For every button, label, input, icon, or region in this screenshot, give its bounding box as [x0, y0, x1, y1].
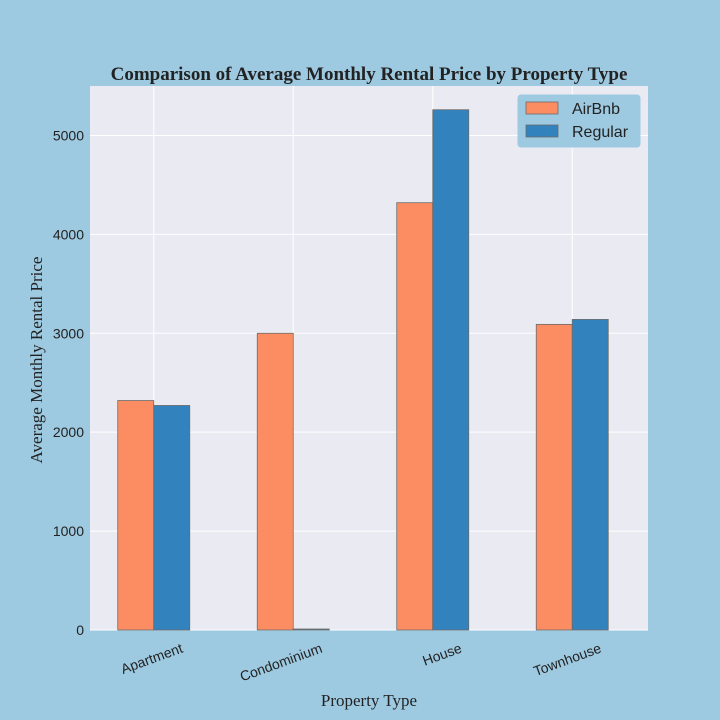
- bar-airbnb-apartment: [117, 400, 155, 631]
- y-tick-label: 3000: [53, 325, 84, 341]
- bar-regular-townhouse: [571, 319, 609, 631]
- bar-regular-condominium: [292, 628, 330, 631]
- x-tick-label: House: [420, 640, 464, 669]
- x-tick-label: Condominium: [238, 640, 325, 685]
- legend: AirBnb Regular: [517, 94, 641, 148]
- bar-regular-apartment: [153, 405, 191, 631]
- bar-regular-house: [432, 109, 470, 631]
- bars: [117, 109, 609, 631]
- chart-title: Comparison of Average Monthly Rental Pri…: [111, 64, 628, 85]
- bar-airbnb-house: [396, 202, 434, 631]
- y-axis-ticks: 0 1000 2000 3000 4000 5000: [53, 127, 84, 638]
- y-tick-label: 2000: [53, 424, 84, 440]
- x-axis-label: Property Type: [321, 691, 417, 710]
- x-tick-label: Apartment: [119, 640, 185, 677]
- y-tick-label: 1000: [53, 523, 84, 539]
- y-axis-label: Average Monthly Rental Price: [27, 257, 46, 464]
- legend-swatch-regular: [525, 124, 559, 138]
- y-tick-label: 0: [76, 622, 84, 638]
- legend-label-airbnb: AirBnb: [572, 101, 620, 118]
- bar-airbnb-townhouse: [535, 323, 573, 631]
- y-tick-label: 4000: [53, 226, 84, 242]
- legend-label-regular: Regular: [572, 124, 629, 141]
- y-tick-label: 5000: [53, 127, 84, 143]
- legend-swatch-airbnb: [525, 101, 559, 115]
- x-tick-label: Townhouse: [531, 640, 603, 679]
- bar-airbnb-condominium: [256, 332, 294, 631]
- x-axis-ticks: Apartment Condominium House Townhouse: [119, 640, 604, 685]
